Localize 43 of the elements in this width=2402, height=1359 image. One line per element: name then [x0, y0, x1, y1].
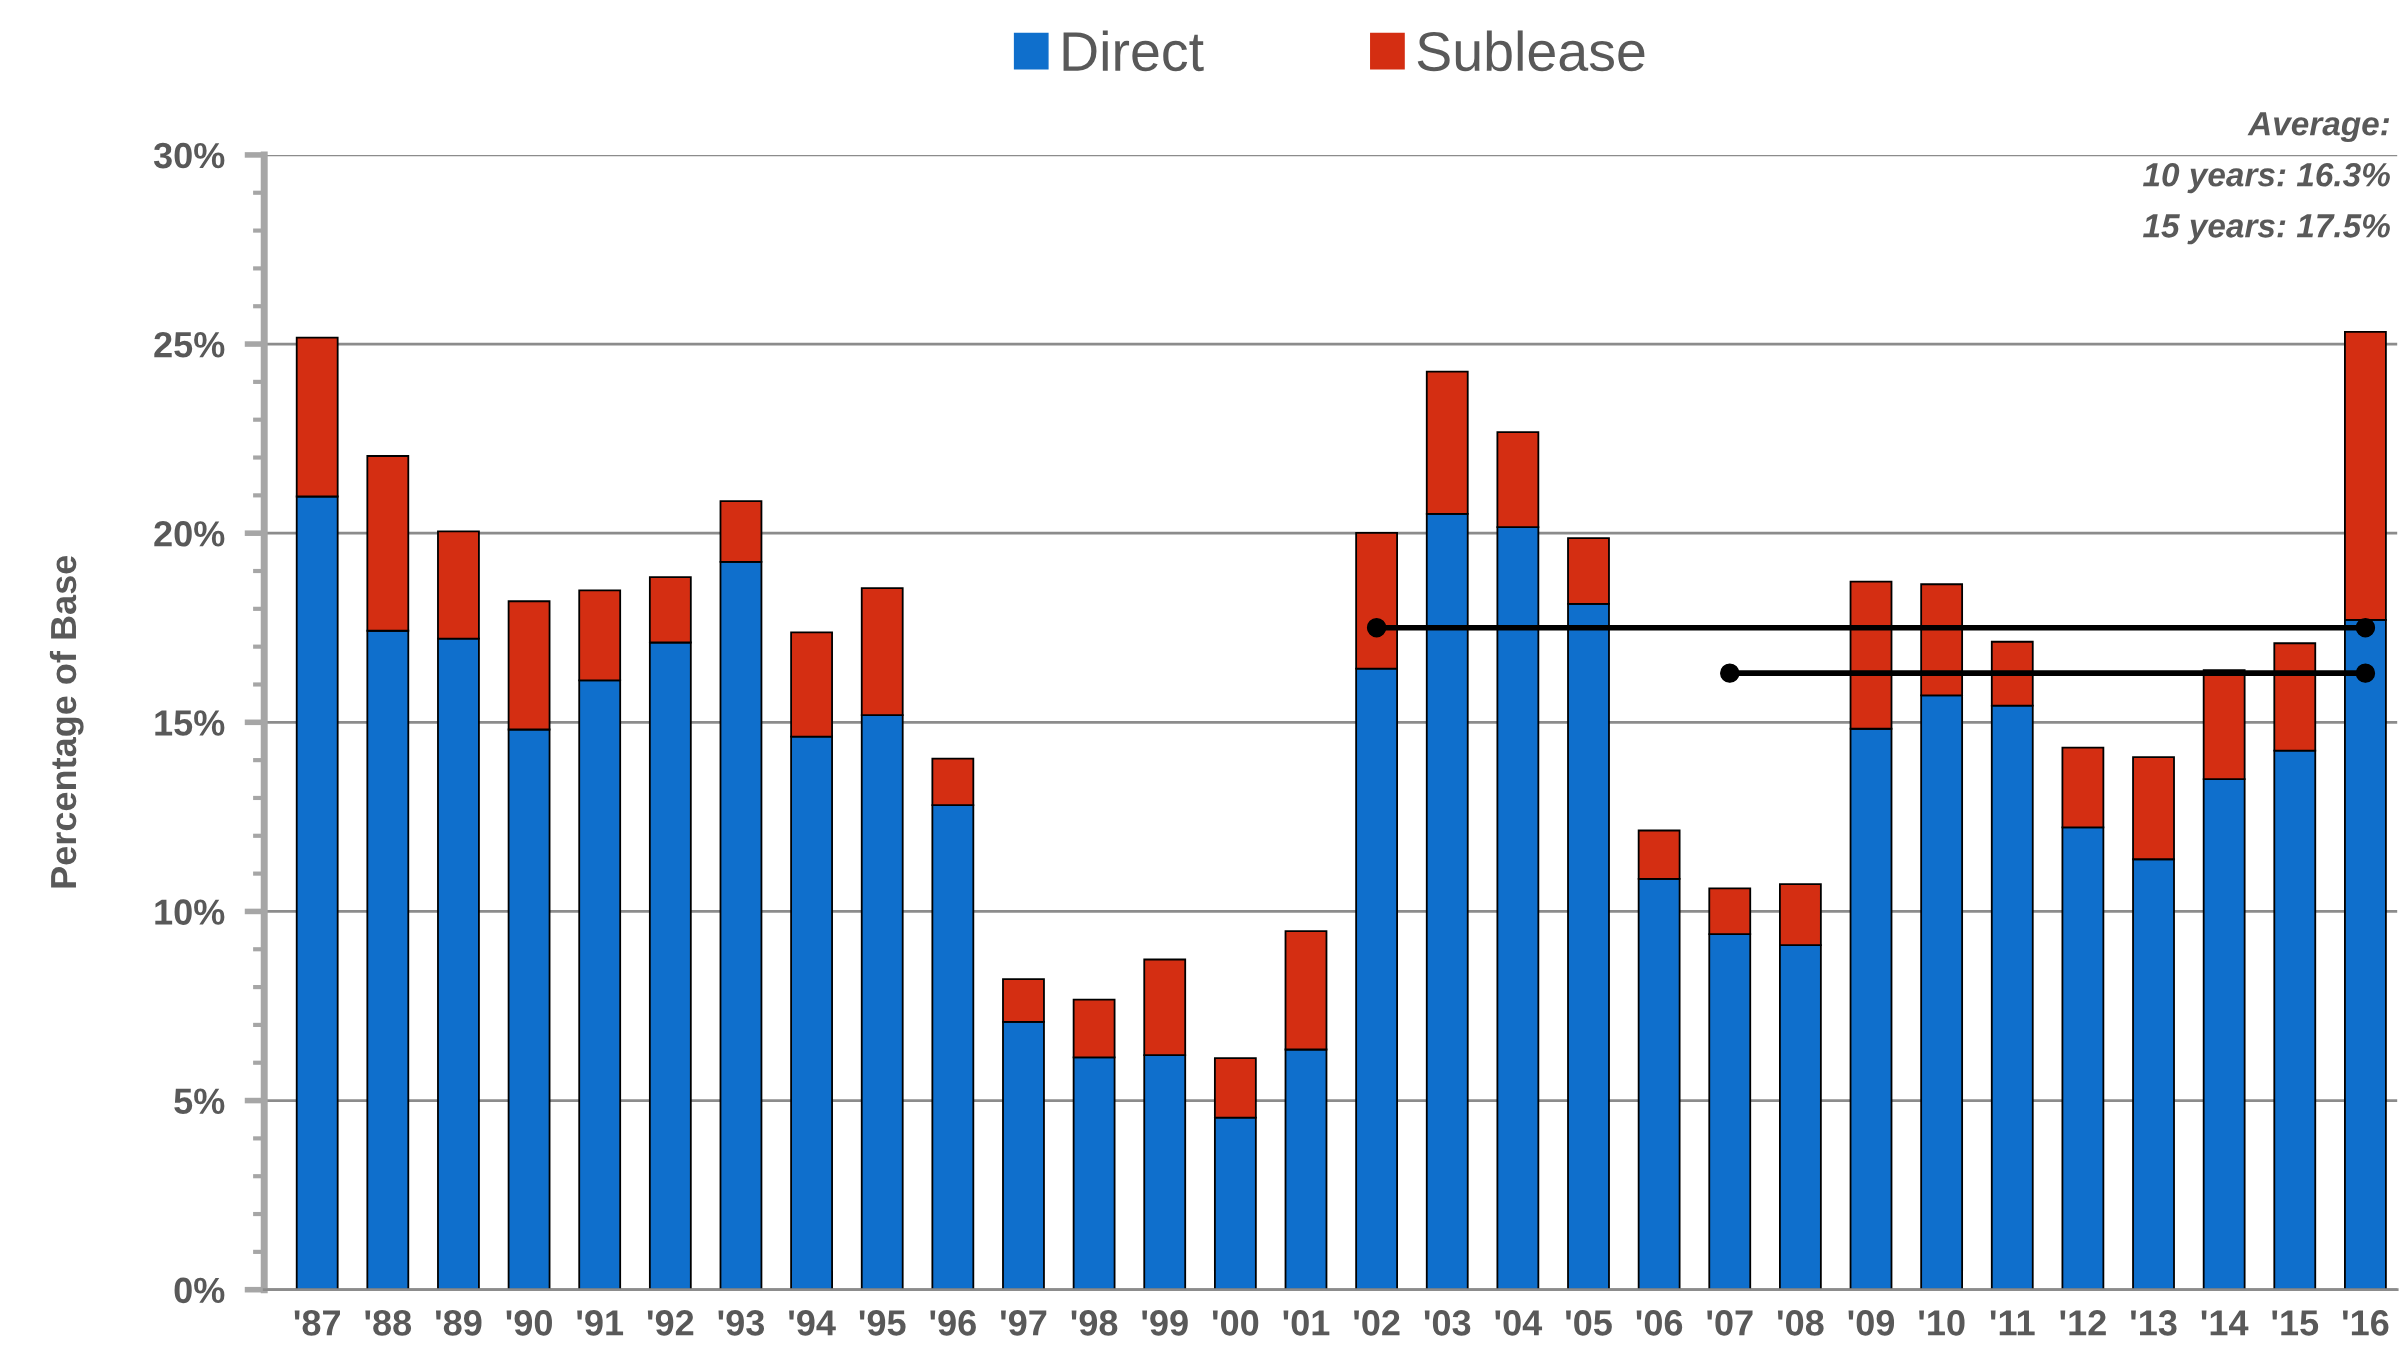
x-tick-label: '02 — [1354, 1310, 1400, 1336]
annotation: 10 years: 16.3% — [2143, 162, 2390, 194]
x-tick-label: '88 — [365, 1310, 412, 1336]
x-tick-label: '97 — [1001, 1310, 1047, 1336]
x-tick-label: '05 — [1566, 1310, 1612, 1336]
legend-label: Sublease — [1417, 30, 1645, 72]
x-tick-label: '00 — [1212, 1310, 1259, 1336]
y-tick-label: 20% — [154, 521, 225, 547]
x-tick-label: '93 — [718, 1310, 765, 1336]
x-tick-label: '91 — [577, 1310, 624, 1336]
x-tick-label: '10 — [1919, 1310, 1965, 1336]
annotation: 15 years: 17.5% — [2143, 214, 2390, 245]
x-tick-label: '94 — [789, 1310, 836, 1336]
text: Average: — [2247, 112, 2390, 143]
x-tick-label: '08 — [1777, 1310, 1824, 1336]
x-tick-label: '03 — [1424, 1310, 1471, 1336]
x-tick-label: '90 — [506, 1310, 552, 1336]
x-tick-label: '12 — [2060, 1310, 2106, 1336]
x-tick-label: '13 — [2131, 1310, 2177, 1336]
y-axis-title: Percentage of Base — [49, 555, 84, 888]
x-tick-label: '15 — [2272, 1310, 2319, 1336]
x-tick-label: '92 — [647, 1310, 694, 1336]
y-tick-label: 25% — [154, 331, 225, 358]
y-tick-label: 10% — [155, 899, 225, 925]
x-tick-label: '87 — [294, 1310, 340, 1336]
y-tick-label: 5% — [174, 1088, 225, 1114]
x-tick-label: '99 — [1142, 1310, 1188, 1336]
x-tick-label: '98 — [1071, 1310, 1118, 1336]
y-tick-label: 0% — [174, 1277, 225, 1304]
y-tick-label: 15% — [155, 710, 225, 736]
x-tick-label: '11 — [1990, 1310, 2035, 1336]
y-tick-label: 30% — [153, 142, 225, 169]
legend-label: Direct — [1063, 30, 1204, 72]
x-tick-label: '95 — [859, 1310, 906, 1336]
x-tick-label: '04 — [1495, 1310, 1543, 1336]
x-tick-label: '16 — [2342, 1310, 2389, 1336]
x-tick-label: '01 — [1283, 1310, 1330, 1336]
x-tick-label: '06 — [1636, 1310, 1683, 1336]
x-tick-label: '07 — [1707, 1310, 1753, 1336]
x-tick-label: '96 — [930, 1310, 976, 1336]
x-tick-label: '14 — [2201, 1310, 2249, 1336]
x-tick-label: '89 — [436, 1310, 482, 1336]
x-tick-label: '09 — [1848, 1310, 1895, 1336]
